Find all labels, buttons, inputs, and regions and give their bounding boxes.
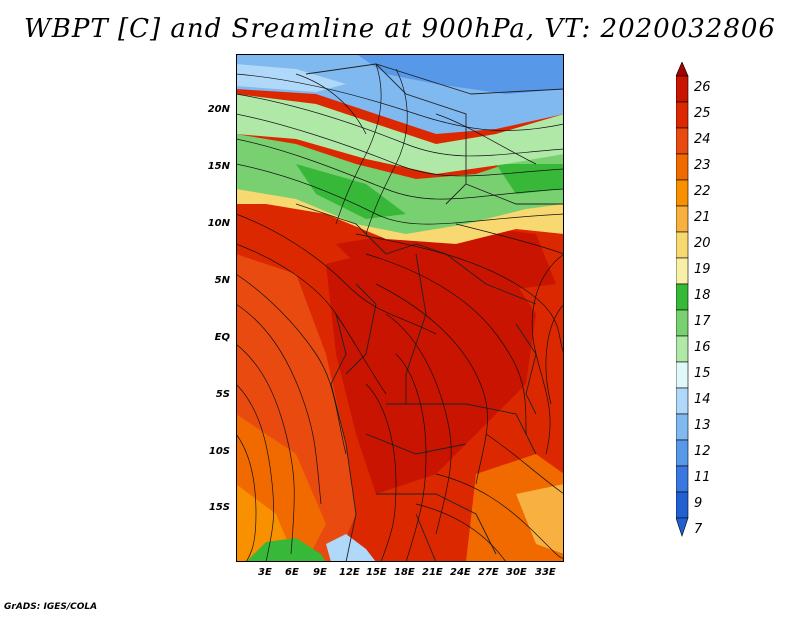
lat-label-5s: 5S	[215, 389, 230, 400]
colorbar-box	[676, 439, 689, 467]
colorbar-label-21: 21	[694, 210, 711, 225]
colorbar-box	[676, 153, 689, 181]
colorbar-box	[676, 101, 689, 129]
lon-label-30e: 30E	[506, 567, 527, 578]
colorbar-label-16: 16	[694, 340, 711, 355]
lat-label-10n: 10N	[207, 218, 230, 229]
lon-label-27e: 27E	[478, 567, 499, 578]
colorbar-label-12: 12	[694, 444, 711, 459]
hot-core-north	[336, 224, 556, 294]
colorbar-label-18: 18	[694, 288, 711, 303]
green-band-dark	[296, 164, 406, 219]
lat-label-20n: 20N	[207, 104, 230, 115]
lat-label-15s: 15S	[208, 502, 230, 513]
colorbar	[676, 62, 689, 537]
colorbar-box	[676, 283, 689, 311]
colorbar-label-23: 23	[694, 158, 711, 173]
colorbar-label-9: 9	[694, 496, 703, 511]
lon-label-15e: 15E	[366, 567, 387, 578]
lon-label-21e: 21E	[422, 567, 443, 578]
lon-label-12e: 12E	[339, 567, 360, 578]
lon-label-24e: 24E	[450, 567, 471, 578]
cool-north-light	[236, 64, 346, 92]
colorbar-label-15: 15	[694, 366, 711, 381]
colorbar-label-22: 22	[694, 184, 711, 199]
colorbar-box	[676, 413, 689, 441]
colorbar-box	[676, 257, 689, 285]
light-green	[236, 94, 564, 174]
lon-label-6e: 6E	[285, 567, 299, 578]
lat-label-eq: EQ	[214, 332, 230, 343]
cool-north-deep	[356, 54, 564, 94]
colorbar-top-arrow	[676, 62, 689, 77]
colorbar-box	[676, 491, 689, 519]
lon-label-3e: 3E	[258, 567, 272, 578]
colorbar-box	[676, 127, 689, 155]
lon-label-18e: 18E	[394, 567, 415, 578]
colorbar-box	[676, 231, 689, 259]
colorbar-label-20: 20	[694, 236, 711, 251]
colorbar-box	[676, 179, 689, 207]
lon-label-33e: 33E	[535, 567, 556, 578]
southwest-cyan	[326, 534, 376, 562]
colorbar-label-14: 14	[694, 392, 711, 407]
streamlines	[236, 63, 564, 562]
lon-label-9e: 9E	[313, 567, 327, 578]
colorbar-box	[676, 309, 689, 337]
colorbar-label-11: 11	[694, 470, 711, 485]
colorbar-box	[676, 361, 689, 389]
southwest-green	[246, 538, 326, 562]
weather-map	[236, 54, 564, 562]
lat-label-5n: 5N	[214, 275, 230, 286]
green-band-dark-east	[496, 164, 564, 194]
southeast-light	[516, 484, 564, 554]
colorbar-box	[676, 205, 689, 233]
colorbar-box	[676, 465, 689, 493]
colorbar-label-13: 13	[694, 418, 711, 433]
colorbar-label-26: 26	[694, 80, 711, 95]
grads-credit: GrADS: IGES/COLA	[4, 602, 98, 612]
hot-core	[326, 244, 536, 494]
colorbar-box	[676, 335, 689, 363]
colorbar-box	[676, 387, 689, 415]
lat-label-15n: 15N	[207, 161, 230, 172]
colorbar-label-24: 24	[694, 132, 711, 147]
colorbar-bottom-arrow	[676, 517, 689, 537]
green-band	[236, 134, 564, 234]
lat-label-10s: 10S	[208, 446, 230, 457]
colorbar-box	[676, 75, 689, 103]
colorbar-label-7: 7	[694, 522, 703, 537]
colorbar-label-25: 25	[694, 106, 711, 121]
colorbar-label-17: 17	[694, 314, 711, 329]
map-title: WBPT [C] and Sreamline at 900hPa, VT: 20…	[24, 14, 776, 44]
colorbar-label-19: 19	[694, 262, 711, 277]
